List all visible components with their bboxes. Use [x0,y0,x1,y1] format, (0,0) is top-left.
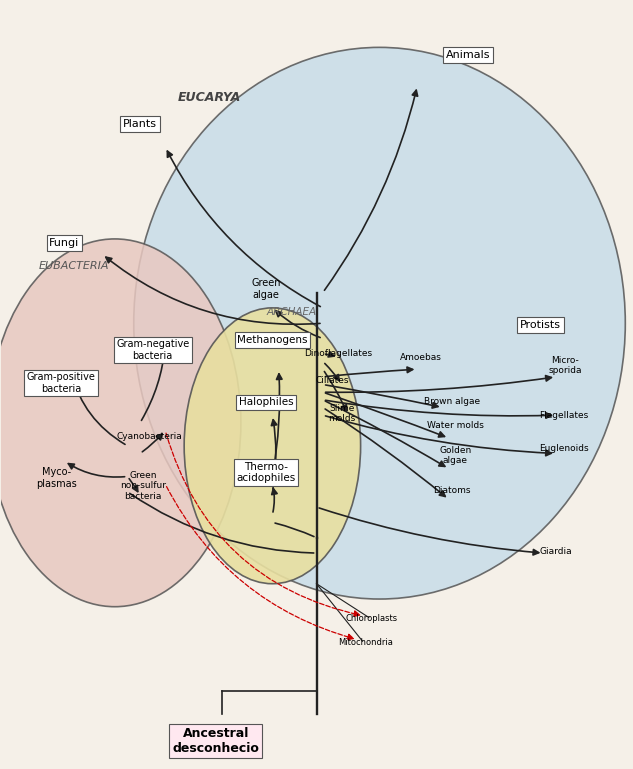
Text: Euglenoids: Euglenoids [539,444,589,454]
Text: Golden
algae: Golden algae [439,446,472,465]
Text: Mitochondria: Mitochondria [338,638,393,647]
Text: Gram-positive
bacteria: Gram-positive bacteria [27,372,96,394]
Text: Ciliates: Ciliates [315,376,349,385]
Text: Slime
molds: Slime molds [328,404,355,423]
Text: Green
algae: Green algae [251,278,281,299]
Text: Giardia: Giardia [540,547,572,556]
Text: Myco-
plasmas: Myco- plasmas [37,468,77,489]
Text: Protists: Protists [520,320,561,330]
Text: Cyanobacteria: Cyanobacteria [116,432,182,441]
Text: Flagellates: Flagellates [539,411,589,420]
Text: Amoebas: Amoebas [399,353,441,362]
Text: Ancestral
desconhecio: Ancestral desconhecio [172,727,259,755]
Text: Animals: Animals [446,50,490,60]
Text: Methanogens: Methanogens [237,335,308,345]
Ellipse shape [0,239,241,607]
Ellipse shape [184,308,361,584]
Text: Green
non-sulfur
bacteria: Green non-sulfur bacteria [120,471,166,501]
Text: Thermo-
acidophiles: Thermo- acidophiles [237,462,296,484]
Text: Brown algae: Brown algae [424,397,480,406]
Text: Dinoflagellates: Dinoflagellates [304,349,373,358]
Text: Halophiles: Halophiles [239,397,293,407]
Text: Chloroplasts: Chloroplasts [346,614,398,624]
Ellipse shape [134,48,625,599]
Text: Water molds: Water molds [427,421,484,430]
Text: Fungi: Fungi [49,238,80,248]
Text: EUCARYA: EUCARYA [178,91,241,104]
Text: Plants: Plants [123,119,157,129]
Text: EUBACTERIA: EUBACTERIA [39,261,109,271]
Text: Micro-
sporida: Micro- sporida [549,355,582,375]
Text: ARCHAEA: ARCHAEA [266,307,316,317]
Text: Gram-negative
bacteria: Gram-negative bacteria [116,339,189,361]
Text: Diatoms: Diatoms [433,486,471,494]
